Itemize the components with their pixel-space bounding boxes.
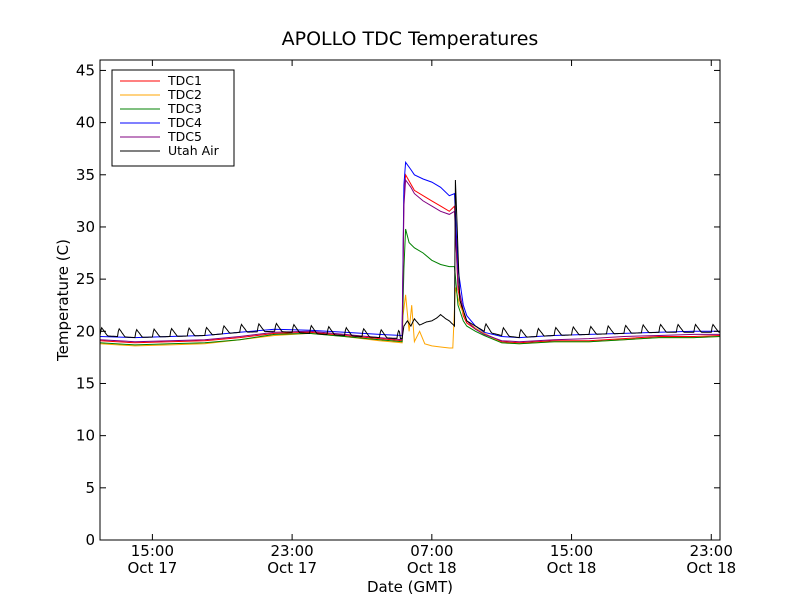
x-tick-date-label: Oct 18 — [407, 559, 457, 577]
y-tick-label: 25 — [76, 270, 95, 288]
y-axis-label: Temperature (C) — [54, 239, 72, 362]
y-tick-label: 30 — [76, 218, 95, 236]
series-line-tdc3 — [100, 228, 720, 346]
x-axis-label: Date (GMT) — [367, 578, 453, 596]
legend-entry-label: TDC1 — [167, 73, 202, 88]
y-tick-label: 10 — [76, 427, 95, 445]
x-tick-time-label: 15:00 — [131, 542, 174, 560]
y-tick-label: 15 — [76, 374, 95, 392]
legend-entry-label: TDC2 — [167, 87, 202, 102]
x-tick-date-label: Oct 17 — [267, 559, 317, 577]
x-tick-time-label: 23:00 — [270, 542, 313, 560]
x-tick-date-label: Oct 17 — [127, 559, 177, 577]
x-tick-date-label: Oct 18 — [547, 559, 597, 577]
series-line-tdc2 — [100, 287, 720, 349]
chart-title: APOLLO TDC Temperatures — [282, 28, 539, 50]
x-tick-time-label: 07:00 — [410, 542, 453, 560]
y-tick-label: 0 — [85, 531, 95, 549]
x-tick-date-label: Oct 18 — [686, 559, 736, 577]
y-tick-label: 40 — [76, 114, 95, 132]
series-line-tdc1 — [100, 173, 720, 344]
plot-area — [100, 160, 720, 349]
x-tick-time-label: 15:00 — [550, 542, 593, 560]
y-tick-label: 20 — [76, 322, 95, 340]
x-tick-time-label: 23:00 — [690, 542, 733, 560]
y-tick-label: 35 — [76, 166, 95, 184]
y-tick-label: 45 — [76, 61, 95, 79]
legend-entry-label: TDC3 — [167, 101, 202, 116]
legend-entry-label: Utah Air — [168, 143, 220, 158]
legend-box — [111, 69, 235, 167]
plot-frame — [99, 59, 721, 541]
series-line-tdc4 — [100, 160, 720, 339]
legend-entry-label: TDC5 — [167, 129, 202, 144]
y-tick-label: 5 — [85, 479, 95, 497]
series-line-utah-air — [100, 179, 720, 340]
legend-entry-label: TDC4 — [167, 115, 202, 130]
